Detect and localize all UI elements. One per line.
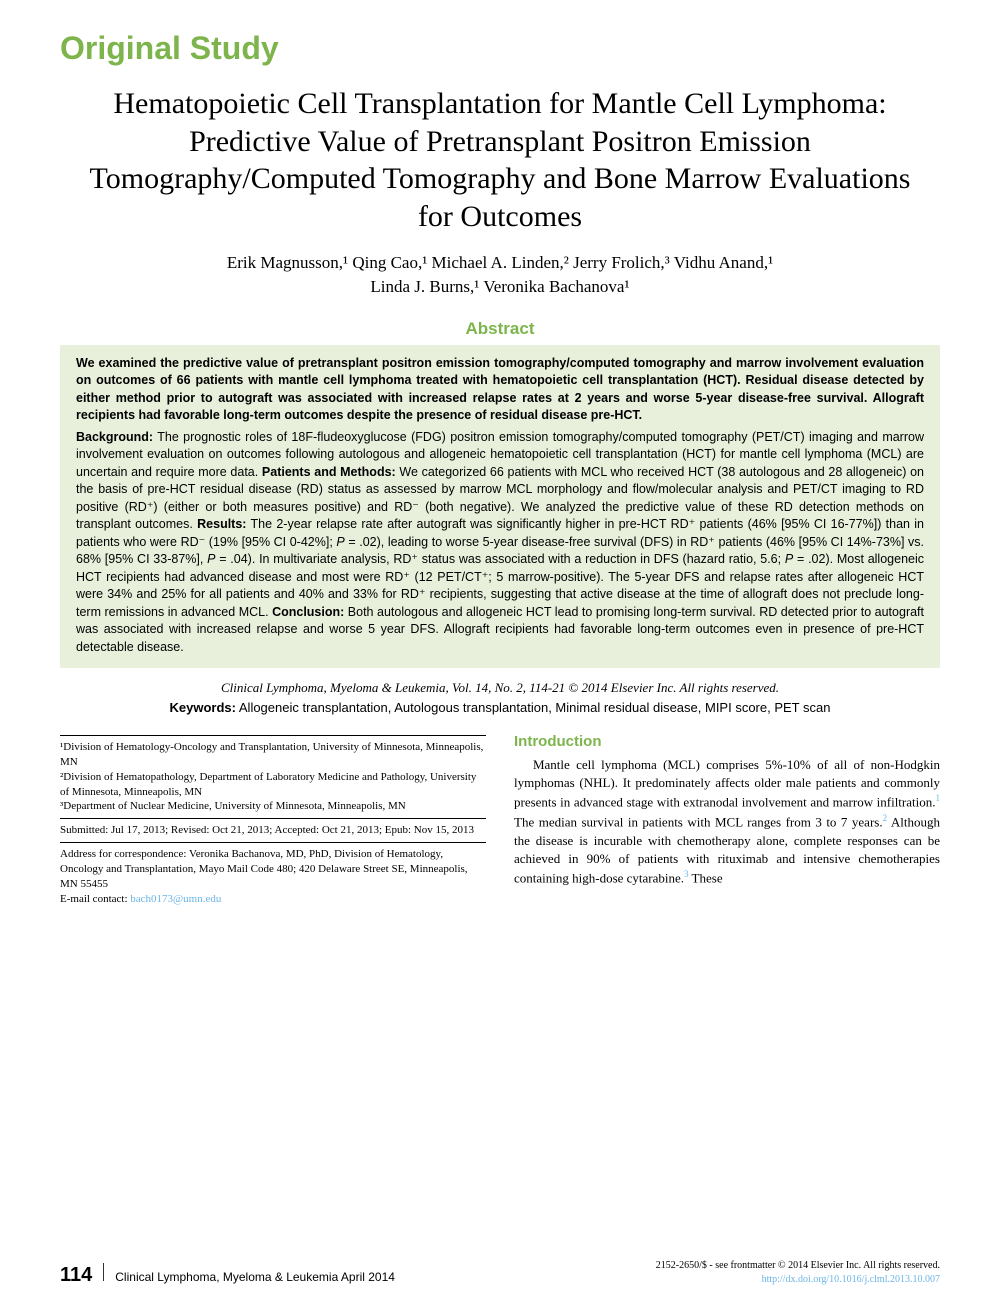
abstract-body: Background: The prognostic roles of 18F-… xyxy=(76,429,924,657)
introduction-column: Introduction Mantle cell lymphoma (MCL) … xyxy=(514,731,940,906)
ref-1[interactable]: 1 xyxy=(936,793,941,803)
abstract-box: We examined the predictive value of pret… xyxy=(60,345,940,669)
copyright-footer: 2152-2650/$ - see frontmatter © 2014 Els… xyxy=(656,1259,940,1287)
intro-sentence-4: These xyxy=(689,870,723,885)
two-column-area: ¹Division of Hematology-Oncology and Tra… xyxy=(60,731,940,906)
affiliation-2: ²Division of Hematopathology, Department… xyxy=(60,770,486,800)
abstract-lead: We examined the predictive value of pret… xyxy=(76,355,924,425)
keywords-label: Keywords: xyxy=(170,700,236,715)
copyright-line: 2152-2650/$ - see frontmatter © 2014 Els… xyxy=(656,1259,940,1273)
page-footer: 114 Clinical Lymphoma, Myeloma & Leukemi… xyxy=(60,1259,940,1287)
email-line: E-mail contact: bach0173@umn.edu xyxy=(60,892,486,907)
submission-dates: Submitted: Jul 17, 2013; Revised: Oct 21… xyxy=(60,823,486,838)
footer-divider xyxy=(103,1263,104,1281)
correspondence-address: Address for correspondence: Veronika Bac… xyxy=(60,847,486,892)
abstract-label: Abstract xyxy=(60,319,940,339)
authors-line-2: Linda J. Burns,¹ Veronika Bachanova¹ xyxy=(370,277,629,296)
introduction-text: Mantle cell lymphoma (MCL) comprises 5%-… xyxy=(514,756,940,887)
intro-sentence-2: The median survival in patients with MCL… xyxy=(514,814,883,829)
affiliation-3: ³Department of Nuclear Medicine, Univers… xyxy=(60,799,486,814)
article-title: Hematopoietic Cell Transplantation for M… xyxy=(80,85,920,235)
doi-link[interactable]: http://dx.doi.org/10.1016/j.clml.2013.10… xyxy=(762,1274,940,1285)
affiliation-1: ¹Division of Hematology-Oncology and Tra… xyxy=(60,740,486,770)
email-label: E-mail contact: xyxy=(60,893,130,905)
introduction-label: Introduction xyxy=(514,731,940,752)
keywords-text: Allogeneic transplantation, Autologous t… xyxy=(236,700,830,715)
page-number: 114 xyxy=(60,1264,92,1287)
journal-footer-text: Clinical Lymphoma, Myeloma & Leukemia Ap… xyxy=(115,1270,395,1284)
citation-line: Clinical Lymphoma, Myeloma & Leukemia, V… xyxy=(60,680,940,696)
page-number-box: 114 Clinical Lymphoma, Myeloma & Leukemi… xyxy=(60,1263,395,1287)
authors-line-1: Erik Magnusson,¹ Qing Cao,¹ Michael A. L… xyxy=(227,253,773,272)
affiliations-column: ¹Division of Hematology-Oncology and Tra… xyxy=(60,731,486,906)
keywords-line: Keywords: Allogeneic transplantation, Au… xyxy=(60,700,940,715)
authors: Erik Magnusson,¹ Qing Cao,¹ Michael A. L… xyxy=(60,251,940,299)
section-label: Original Study xyxy=(60,30,940,67)
intro-sentence-1: Mantle cell lymphoma (MCL) comprises 5%-… xyxy=(514,757,940,810)
email-link[interactable]: bach0173@umn.edu xyxy=(130,893,221,905)
